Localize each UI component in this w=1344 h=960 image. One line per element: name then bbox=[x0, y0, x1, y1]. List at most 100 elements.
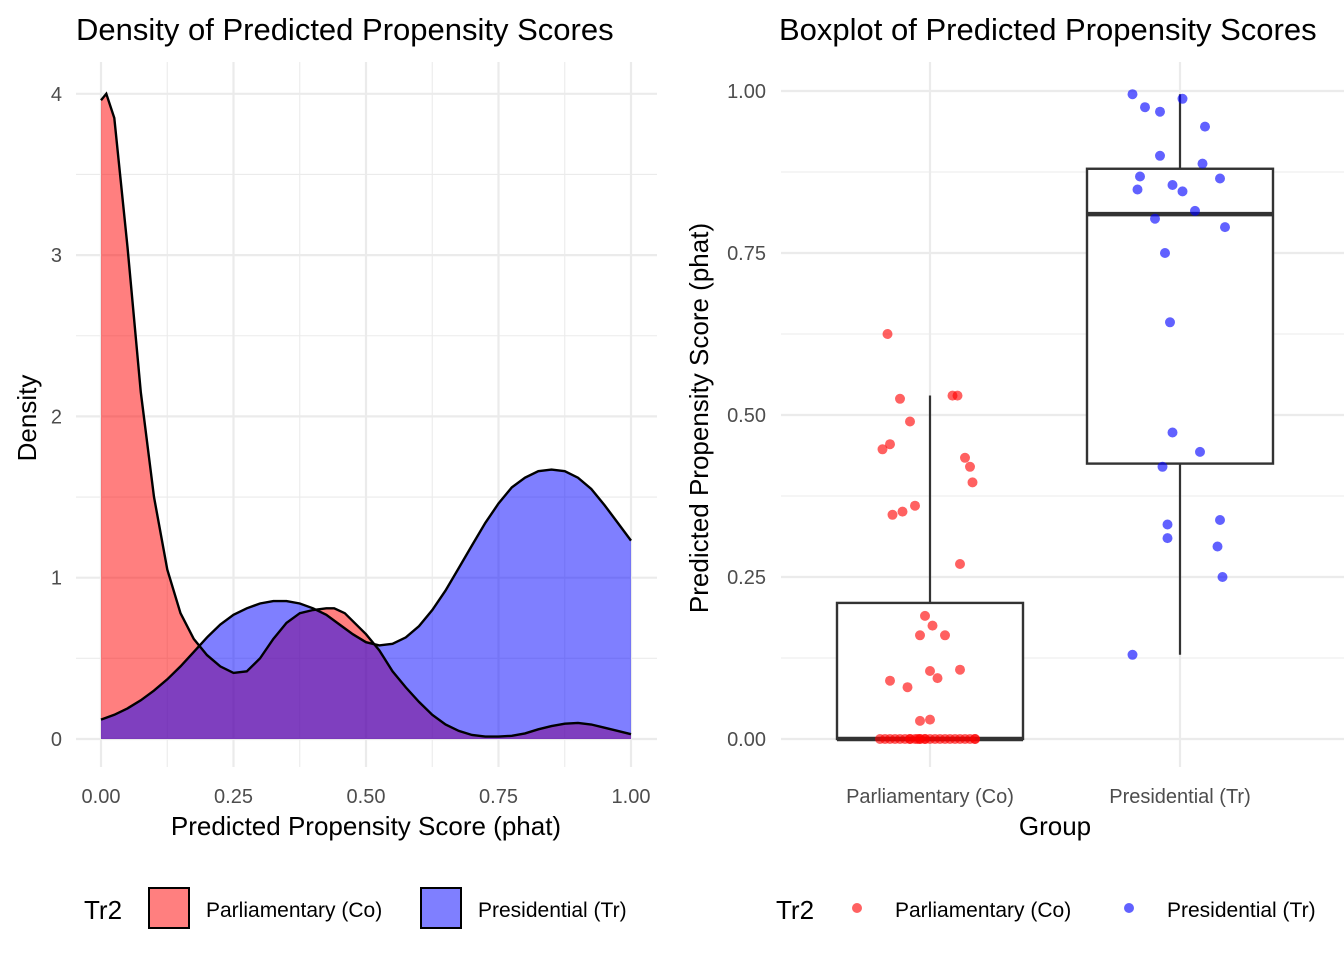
point-presidential-tr bbox=[1177, 93, 1188, 104]
density-x-tick-label: 0.25 bbox=[214, 786, 253, 808]
point-parliamentary-co bbox=[965, 461, 975, 472]
point-presidential-tr bbox=[1150, 213, 1160, 224]
point-parliamentary-co bbox=[885, 675, 895, 686]
point-parliamentary-co bbox=[915, 630, 925, 641]
point-parliamentary-co bbox=[885, 439, 895, 450]
point-presidential-tr bbox=[1127, 649, 1138, 660]
density-legend-key-presidential bbox=[420, 887, 462, 929]
point-presidential-tr bbox=[1200, 121, 1210, 132]
density-legend-label-presidential: Presidential (Tr) bbox=[478, 899, 627, 922]
point-presidential-tr bbox=[1160, 248, 1170, 258]
point-parliamentary-co bbox=[970, 734, 980, 744]
density-y-tick-label: 1 bbox=[51, 568, 62, 590]
density-legend-title: Tr2 bbox=[84, 895, 122, 925]
boxplot-legend-label-presidential: Presidential (Tr) bbox=[1167, 899, 1316, 922]
boxplot-y-tick-label: 1.00 bbox=[727, 81, 766, 103]
point-parliamentary-co bbox=[940, 630, 950, 641]
point-presidential-tr bbox=[1135, 171, 1145, 182]
point-parliamentary-co bbox=[905, 734, 915, 744]
boxplot-x-tick-label: Parliamentary (Co) bbox=[846, 786, 1014, 808]
point-parliamentary-co bbox=[925, 666, 935, 676]
point-presidential-tr bbox=[1162, 533, 1173, 544]
boxplot-x-tick-label: Presidential (Tr) bbox=[1109, 786, 1251, 808]
boxplot-y-tick-label: 0.00 bbox=[727, 729, 766, 751]
box-presidential-tr bbox=[1085, 167, 1275, 465]
point-parliamentary-co bbox=[897, 506, 908, 517]
density-plot-panel: Density of Predicted Propensity Scores 0… bbox=[12, 12, 657, 929]
point-presidential-tr bbox=[1167, 180, 1178, 190]
boxplot-y-tick-label: 0.50 bbox=[727, 405, 766, 427]
boxplot-y-tick-label: 0.25 bbox=[727, 567, 766, 589]
point-presidential-tr bbox=[1155, 106, 1165, 117]
boxplot-boxes bbox=[835, 94, 1275, 742]
boxplot-panel: Boxplot of Predicted Propensity Scores 0… bbox=[684, 12, 1344, 925]
density-y-tick-label: 0 bbox=[51, 729, 62, 751]
point-presidential-tr bbox=[1220, 222, 1230, 233]
point-parliamentary-co bbox=[955, 664, 965, 675]
boxplot-jitter-points bbox=[875, 89, 1230, 744]
density-curves bbox=[100, 91, 632, 740]
boxplot-title: Boxplot of Predicted Propensity Scores bbox=[779, 12, 1317, 47]
point-presidential-tr bbox=[1212, 541, 1223, 552]
density-plot-title: Density of Predicted Propensity Scores bbox=[76, 12, 614, 47]
density-x-tick-labels: 0.00 0.25 0.50 0.75 1.00 bbox=[82, 786, 651, 808]
density-x-axis-title: Predicted Propensity Score (phat) bbox=[171, 811, 561, 841]
density-x-tick-label: 0.00 bbox=[82, 786, 121, 808]
boxplot-y-tick-labels: 0.00 0.25 0.50 0.75 1.00 bbox=[727, 81, 766, 751]
point-parliamentary-co bbox=[902, 682, 913, 693]
point-presidential-tr bbox=[1195, 446, 1205, 457]
point-parliamentary-co bbox=[905, 416, 915, 427]
density-y-axis-title: Density bbox=[12, 375, 42, 462]
point-parliamentary-co bbox=[915, 734, 925, 744]
boxplot-y-tick-label: 0.75 bbox=[727, 243, 766, 265]
point-presidential-tr bbox=[1190, 205, 1200, 216]
density-legend: Tr2 Parliamentary (Co) Presidential (Tr) bbox=[84, 887, 627, 929]
boxplot-x-axis-title: Group bbox=[1019, 811, 1091, 841]
point-presidential-tr bbox=[1215, 515, 1225, 525]
point-presidential-tr bbox=[1177, 186, 1188, 197]
point-parliamentary-co bbox=[955, 559, 965, 569]
point-presidential-tr bbox=[1215, 173, 1225, 184]
point-parliamentary-co bbox=[877, 444, 888, 455]
density-legend-label-parliamentary: Parliamentary (Co) bbox=[206, 899, 382, 922]
boxplot-legend-key-presidential bbox=[1124, 903, 1134, 913]
density-y-tick-label: 3 bbox=[51, 245, 62, 267]
point-parliamentary-co bbox=[920, 610, 930, 621]
point-presidential-tr bbox=[1197, 158, 1208, 169]
point-presidential-tr bbox=[1217, 572, 1228, 582]
point-presidential-tr bbox=[1155, 150, 1165, 161]
point-presidential-tr bbox=[1127, 89, 1138, 100]
density-x-tick-label: 0.50 bbox=[347, 786, 386, 808]
density-y-tick-label: 2 bbox=[51, 406, 62, 428]
density-outline-parliamentary-co bbox=[100, 91, 632, 738]
point-parliamentary-co bbox=[882, 329, 893, 339]
point-parliamentary-co bbox=[927, 620, 938, 631]
density-outline-presidential-tr bbox=[100, 468, 632, 721]
point-parliamentary-co bbox=[887, 509, 898, 520]
point-parliamentary-co bbox=[925, 714, 935, 725]
point-parliamentary-co bbox=[895, 393, 905, 404]
density-x-tick-label: 1.00 bbox=[612, 786, 651, 808]
density-y-tick-label: 4 bbox=[51, 84, 62, 106]
density-x-tick-label: 0.75 bbox=[479, 786, 518, 808]
point-presidential-tr bbox=[1165, 317, 1175, 328]
boxplot-legend-key-parliamentary bbox=[852, 903, 862, 913]
point-presidential-tr bbox=[1162, 519, 1173, 530]
point-parliamentary-co bbox=[967, 477, 978, 488]
point-parliamentary-co bbox=[947, 390, 958, 401]
boxplot-legend-label-parliamentary: Parliamentary (Co) bbox=[895, 899, 1071, 922]
point-presidential-tr bbox=[1167, 427, 1178, 438]
density-area-parliamentary-co bbox=[101, 93, 631, 740]
point-parliamentary-co bbox=[910, 500, 920, 511]
point-presidential-tr bbox=[1132, 184, 1143, 195]
point-presidential-tr bbox=[1140, 102, 1150, 113]
point-parliamentary-co bbox=[960, 452, 970, 463]
point-presidential-tr bbox=[1157, 461, 1168, 472]
boxplot-legend: Tr2 Parliamentary (Co) Presidential (Tr) bbox=[776, 895, 1316, 925]
density-y-tick-labels: 0 1 2 3 4 bbox=[51, 84, 62, 751]
point-parliamentary-co bbox=[932, 673, 943, 684]
point-parliamentary-co bbox=[915, 715, 925, 726]
boxplot-legend-title: Tr2 bbox=[776, 895, 814, 925]
boxplot-y-axis-title: Predicted Propensity Score (phat) bbox=[684, 223, 714, 613]
